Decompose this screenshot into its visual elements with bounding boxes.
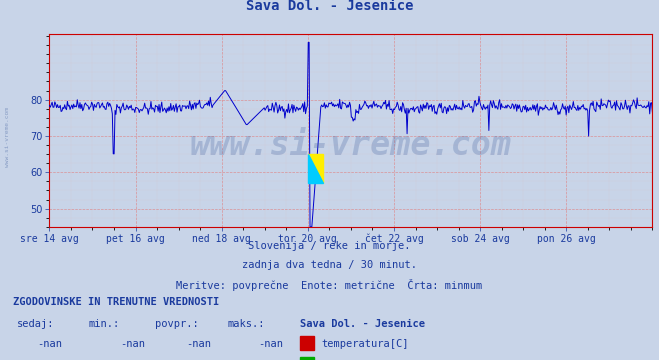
Text: povpr.:: povpr.: xyxy=(155,319,198,329)
Text: ZGODOVINSKE IN TRENUTNE VREDNOSTI: ZGODOVINSKE IN TRENUTNE VREDNOSTI xyxy=(13,297,219,307)
Text: Meritve: povprečne  Enote: metrične  Črta: minmum: Meritve: povprečne Enote: metrične Črta:… xyxy=(177,279,482,291)
Text: temperatura[C]: temperatura[C] xyxy=(321,339,409,350)
Text: maks.:: maks.: xyxy=(227,319,265,329)
Text: www.si-vreme.com: www.si-vreme.com xyxy=(5,107,11,167)
Text: min.:: min.: xyxy=(89,319,120,329)
Text: -nan: -nan xyxy=(120,339,145,350)
Text: Slovenija / reke in morje.: Slovenija / reke in morje. xyxy=(248,241,411,251)
Text: -nan: -nan xyxy=(186,339,211,350)
Text: www.si-vreme.com: www.si-vreme.com xyxy=(190,129,512,162)
Text: Sava Dol. - Jesenice: Sava Dol. - Jesenice xyxy=(246,0,413,13)
Polygon shape xyxy=(308,154,323,183)
Text: -nan: -nan xyxy=(258,339,283,350)
Polygon shape xyxy=(308,154,323,183)
Text: sedaj:: sedaj: xyxy=(16,319,54,329)
Text: zadnja dva tedna / 30 minut.: zadnja dva tedna / 30 minut. xyxy=(242,260,417,270)
Text: -nan: -nan xyxy=(38,339,63,350)
Text: Sava Dol. - Jesenice: Sava Dol. - Jesenice xyxy=(300,319,425,329)
